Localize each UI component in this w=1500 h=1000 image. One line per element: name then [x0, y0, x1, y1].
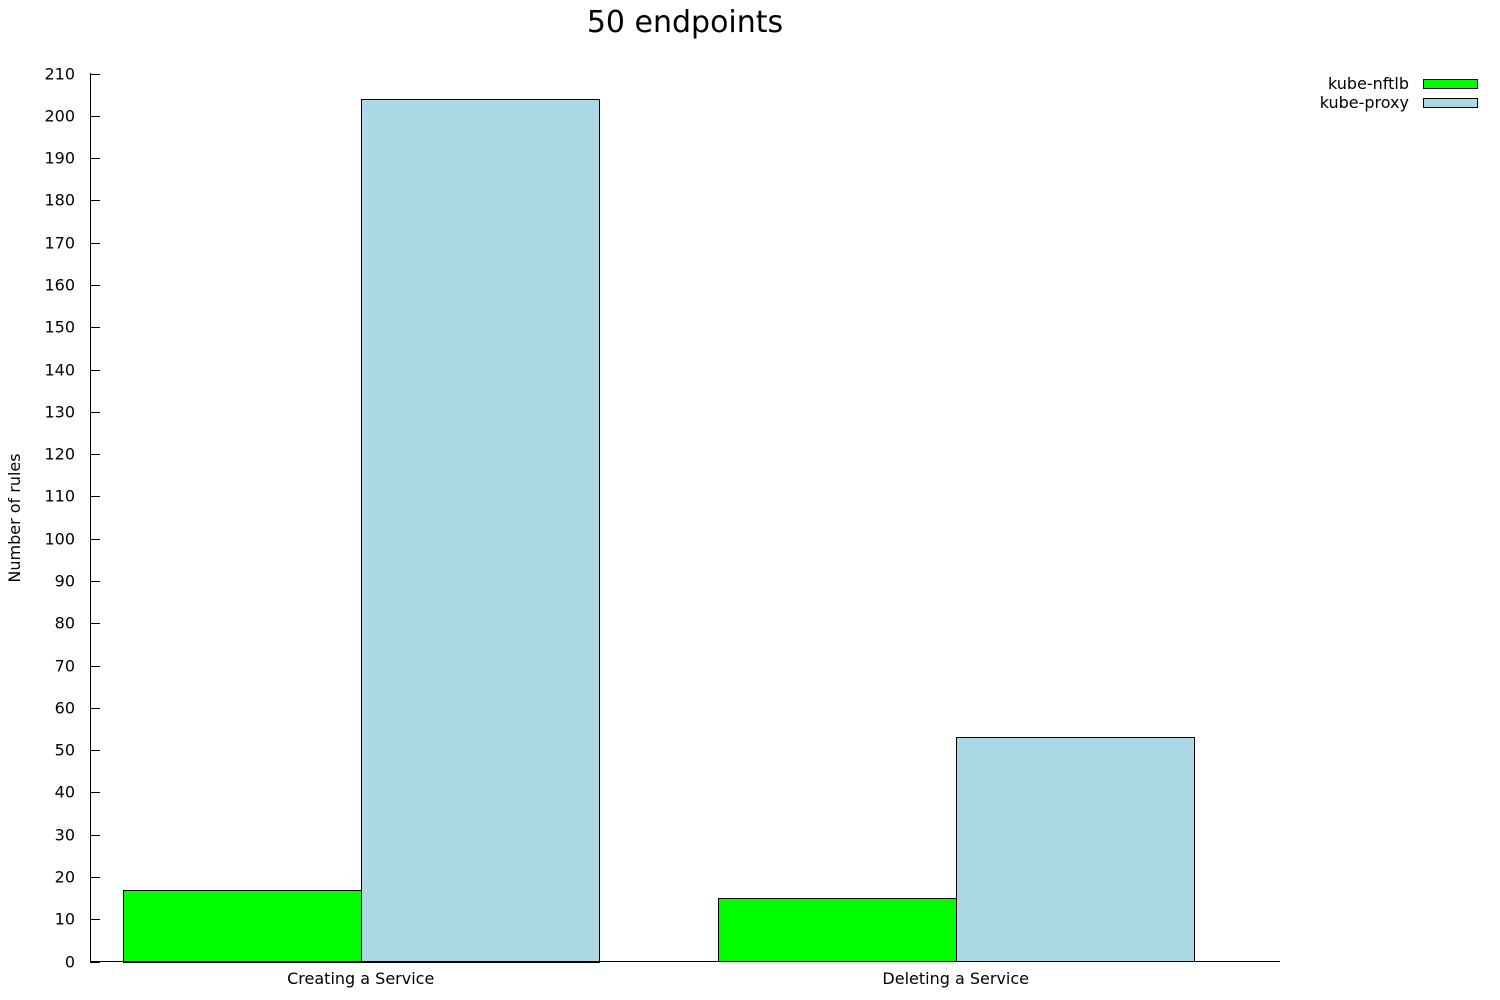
y-tick-label: 20: [55, 868, 75, 887]
y-tick-label: 200: [44, 107, 75, 126]
y-tick-label: 70: [55, 657, 75, 676]
y-tick-label: 90: [55, 572, 75, 591]
y-axis-label: Number of rules: [5, 453, 24, 582]
y-axis-ticks: 0 10 20 30 40 50 60 70 80 90 100 110 120 130 140 150 160…: [44, 65, 100, 972]
y-tick-label: 140: [44, 361, 75, 380]
y-tick-label: 30: [55, 826, 75, 845]
y-tick-label: 190: [44, 149, 75, 168]
legend-label: kube-proxy: [1320, 93, 1409, 112]
y-tick-label: 150: [44, 318, 75, 337]
bar-group: [123, 99, 1195, 963]
x-tick-label: Deleting a Service: [882, 969, 1029, 988]
y-tick-label: 130: [44, 403, 75, 422]
y-tick-label: 50: [55, 741, 75, 760]
bar-kube-proxy-2: [956, 737, 1195, 962]
y-tick-label: 120: [44, 445, 75, 464]
x-axis-labels: Creating a Service Deleting a Service: [287, 969, 1029, 988]
bar-kube-proxy-1: [361, 99, 600, 963]
y-tick-label: 0: [65, 953, 75, 972]
legend-label: kube-nftlb: [1328, 74, 1409, 93]
y-tick-label: 110: [44, 487, 75, 506]
y-tick-label: 170: [44, 234, 75, 253]
legend-swatch: [1423, 79, 1478, 89]
y-tick-label: 10: [55, 910, 75, 929]
y-tick-label: 100: [44, 530, 75, 549]
x-tick-label: Creating a Service: [287, 969, 434, 988]
y-tick-label: 180: [44, 191, 75, 210]
bar-kube-nftlb-1: [123, 890, 362, 963]
legend-swatch: [1423, 98, 1478, 108]
chart-title: 50 endpoints: [587, 5, 783, 40]
y-tick-label: 160: [44, 276, 75, 295]
y-tick-label: 60: [55, 699, 75, 718]
y-tick-label: 210: [44, 65, 75, 84]
y-tick-label: 80: [55, 614, 75, 633]
y-tick-label: 40: [55, 783, 75, 802]
bar-kube-nftlb-2: [718, 898, 957, 962]
